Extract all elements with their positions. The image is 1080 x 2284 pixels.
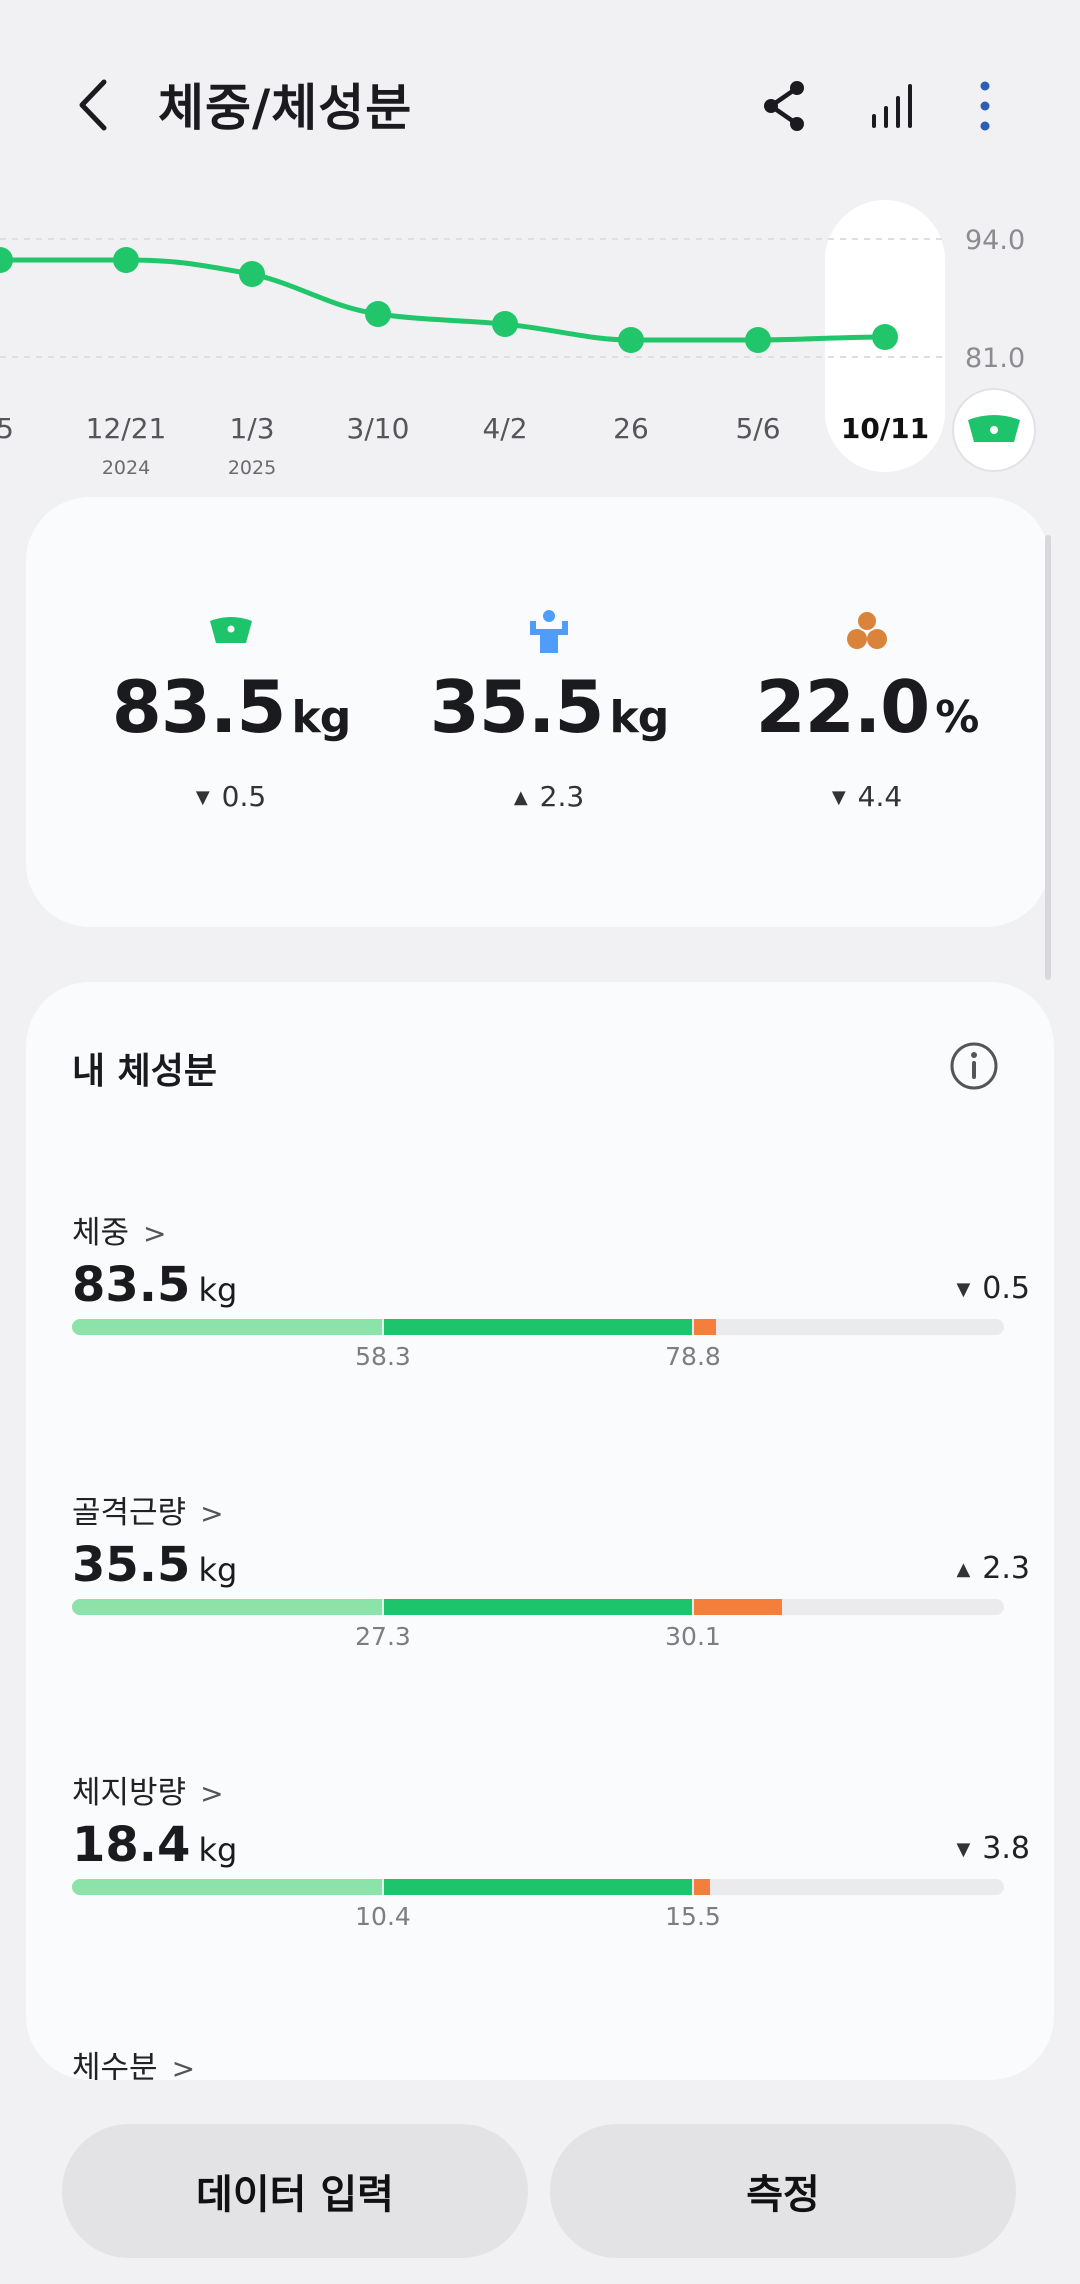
trend-point[interactable] xyxy=(618,327,644,353)
range-bar xyxy=(72,1319,1004,1335)
row-label[interactable]: 체중 > xyxy=(72,1215,167,1251)
bar-low-segment xyxy=(72,1599,382,1615)
trend-point[interactable] xyxy=(872,324,898,350)
scale-icon xyxy=(210,617,252,643)
down-triangle-icon: ▼ xyxy=(956,1839,971,1860)
range-high-label: 30.1 xyxy=(665,1622,721,1651)
down-triangle-icon: ▼ xyxy=(956,1279,971,1300)
bar-low-segment xyxy=(72,1319,382,1335)
row-delta: ▼ 3.8 xyxy=(956,1831,1030,1866)
composition-title: 내 체성분 xyxy=(72,1051,218,1092)
muscle-icon xyxy=(530,610,568,653)
bar-normal-segment xyxy=(384,1319,692,1335)
x-year-label: 2025 xyxy=(227,457,277,479)
range-bar xyxy=(72,1599,1004,1615)
bar-high-segment xyxy=(694,1319,716,1335)
scrollbar[interactable] xyxy=(1045,535,1051,980)
up-triangle-icon: ▲ xyxy=(956,1559,971,1580)
summary-card[interactable]: 83.5 kg ▼ 0.5 35.5 kg ▲ 2.3 22.0% ▼ 4.4 xyxy=(26,497,1050,927)
row-value: 18.4 kg xyxy=(72,1817,238,1873)
x-label[interactable]: 5/6 xyxy=(735,412,781,445)
weight-delta: ▼ 0.5 xyxy=(195,780,267,813)
row-label[interactable]: 체지방량 > xyxy=(72,1775,224,1811)
row-value: 35.5 kg xyxy=(72,1537,238,1593)
scale-filter-button[interactable] xyxy=(952,388,1036,472)
range-low-label: 10.4 xyxy=(355,1902,411,1931)
scale-icon xyxy=(968,415,1020,442)
weight-row[interactable]: 체중 > 83.5 kg ▼ 0.5 58.3 78.8 xyxy=(72,1207,1032,1447)
body-composition-card: 내 체성분 체중 > 83.5 kg ▼ 0.5 58.3 78.8 골격근량 > 35… xyxy=(26,982,1054,2080)
data-input-button[interactable]: 데이터 입력 xyxy=(62,2124,528,2258)
x-label-selected[interactable]: 10/11 xyxy=(840,412,930,445)
range-low-label: 58.3 xyxy=(355,1342,411,1371)
range-high-label: 78.8 xyxy=(665,1342,721,1371)
up-triangle-icon: ▲ xyxy=(513,787,528,808)
body-water-row[interactable]: 체수분 > xyxy=(72,2042,1032,2080)
muscle-summary[interactable]: 35.5 kg ▲ 2.3 xyxy=(384,497,714,927)
fat-mass-row[interactable]: 체지방량 > 18.4 kg ▼ 3.8 10.4 15.5 xyxy=(72,1767,1032,2007)
fat-summary[interactable]: 22.0% ▼ 4.4 xyxy=(702,497,1032,927)
trend-point[interactable] xyxy=(365,301,391,327)
chevron-right-icon: > xyxy=(171,2052,196,2080)
y-axis-min-label: 81.0 xyxy=(965,343,1026,374)
trend-point[interactable] xyxy=(113,247,139,273)
chevron-right-icon: > xyxy=(200,1777,224,1810)
x-label[interactable]: 5 xyxy=(0,412,14,445)
down-triangle-icon: ▼ xyxy=(831,787,846,808)
trend-point[interactable] xyxy=(745,327,771,353)
row-label[interactable]: 골격근량 > xyxy=(72,1495,224,1531)
x-label[interactable]: 26 xyxy=(613,412,649,445)
x-label[interactable]: 4/2 xyxy=(482,412,528,445)
weight-value-text: 83.5 kg xyxy=(111,665,351,749)
weight-trend-chart[interactable] xyxy=(0,185,1080,495)
x-label[interactable]: 1/3 xyxy=(229,412,275,445)
bar-low-segment xyxy=(72,1879,382,1895)
trend-line-svg xyxy=(0,238,945,358)
row-label[interactable]: 체수분 > xyxy=(72,2042,195,2080)
info-icon[interactable] xyxy=(948,1040,1000,1092)
muscle-value-text: 35.5 kg xyxy=(429,665,669,749)
chevron-right-icon: > xyxy=(143,1217,167,1250)
row-delta: ▼ 0.5 xyxy=(956,1271,1030,1306)
row-delta: ▲ 2.3 xyxy=(956,1551,1030,1586)
range-high-label: 15.5 xyxy=(665,1902,721,1931)
muscle-row[interactable]: 골격근량 > 35.5 kg ▲ 2.3 27.3 30.1 xyxy=(72,1487,1032,1727)
fat-delta: ▼ 4.4 xyxy=(831,780,903,813)
chevron-right-icon: > xyxy=(200,1497,224,1530)
bar-chart-icon[interactable] xyxy=(860,76,920,136)
fat-value-text: 22.0% xyxy=(755,665,980,749)
trend-point[interactable] xyxy=(239,261,265,287)
row-value: 83.5 kg xyxy=(72,1257,238,1313)
bar-high-segment xyxy=(694,1599,782,1615)
range-bar xyxy=(72,1879,1004,1895)
bar-high-segment xyxy=(694,1879,710,1895)
measure-button[interactable]: 측정 xyxy=(550,2124,1016,2258)
x-label[interactable]: 3/10 xyxy=(346,412,410,445)
share-icon[interactable] xyxy=(755,76,815,136)
bar-normal-segment xyxy=(384,1599,692,1615)
bar-normal-segment xyxy=(384,1879,692,1895)
more-vertical-icon[interactable] xyxy=(955,76,1015,136)
weight-summary[interactable]: 83.5 kg ▼ 0.5 xyxy=(66,497,396,927)
fat-cells-icon xyxy=(847,610,887,649)
range-low-label: 27.3 xyxy=(355,1622,411,1651)
trend-point[interactable] xyxy=(0,247,13,273)
down-triangle-icon: ▼ xyxy=(195,787,210,808)
app-header: 체중/체성분 xyxy=(0,0,1080,210)
x-year-label: 2024 xyxy=(101,457,151,479)
trend-point[interactable] xyxy=(492,311,518,337)
x-label[interactable]: 12/21 xyxy=(85,412,167,445)
muscle-delta: ▲ 2.3 xyxy=(513,780,585,813)
y-axis-max-label: 94.0 xyxy=(965,225,1026,256)
back-arrow-icon[interactable] xyxy=(68,70,128,140)
page-title: 체중/체성분 xyxy=(158,79,413,137)
